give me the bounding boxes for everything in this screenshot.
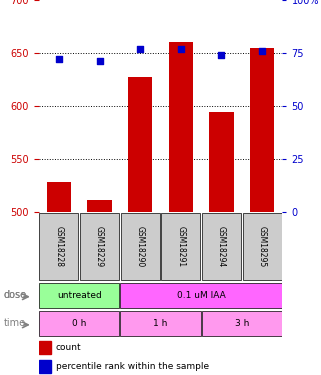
Text: GSM18229: GSM18229	[95, 226, 104, 267]
Point	[178, 46, 183, 52]
FancyBboxPatch shape	[202, 213, 241, 280]
Bar	[87, 200, 112, 212]
Text: GSM18290: GSM18290	[136, 226, 145, 267]
FancyBboxPatch shape	[120, 311, 201, 336]
Bar	[250, 48, 274, 212]
FancyBboxPatch shape	[39, 311, 119, 336]
FancyBboxPatch shape	[243, 213, 282, 280]
Point	[138, 46, 143, 52]
FancyBboxPatch shape	[121, 213, 160, 280]
Text: GSM18228: GSM18228	[54, 226, 63, 267]
Text: 1 h: 1 h	[153, 319, 168, 328]
Point	[56, 56, 61, 62]
Text: 0 h: 0 h	[72, 319, 86, 328]
Text: untreated: untreated	[57, 291, 101, 300]
FancyBboxPatch shape	[161, 213, 200, 280]
Text: dose: dose	[3, 290, 26, 300]
Text: GSM18294: GSM18294	[217, 226, 226, 267]
Text: 3 h: 3 h	[235, 319, 249, 328]
Text: GSM18291: GSM18291	[176, 226, 185, 267]
Bar	[169, 42, 193, 212]
Bar	[209, 112, 234, 212]
Text: count: count	[56, 344, 81, 352]
FancyBboxPatch shape	[39, 283, 119, 308]
Bar	[128, 77, 152, 212]
FancyBboxPatch shape	[120, 283, 282, 308]
Text: time: time	[4, 318, 26, 328]
FancyBboxPatch shape	[202, 311, 282, 336]
Text: 0.1 uM IAA: 0.1 uM IAA	[177, 291, 226, 300]
Text: dose: dose	[4, 290, 27, 300]
FancyBboxPatch shape	[80, 213, 119, 280]
Bar	[47, 182, 71, 212]
Bar	[39, 341, 51, 354]
Point	[219, 52, 224, 58]
Point	[97, 58, 102, 64]
FancyBboxPatch shape	[39, 213, 78, 280]
Text: GSM18295: GSM18295	[258, 226, 267, 267]
Text: percentile rank within the sample: percentile rank within the sample	[56, 362, 209, 371]
Point	[260, 48, 265, 54]
Bar	[39, 360, 51, 373]
